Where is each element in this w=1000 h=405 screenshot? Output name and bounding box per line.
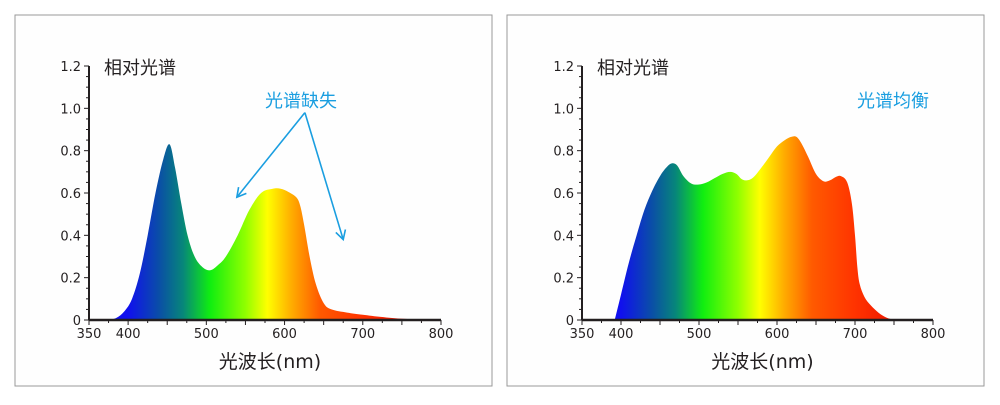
x-tick-label: 700 (350, 327, 375, 342)
y-tick-label: 0.6 (553, 187, 574, 202)
spectrum-area (614, 136, 894, 320)
x-tick-label: 600 (765, 327, 790, 342)
y-tick-label: 0 (73, 314, 81, 329)
x-tick-label: 600 (272, 327, 297, 342)
y-tick-label: 0.8 (60, 145, 81, 160)
y-tick-label: 0.6 (60, 187, 81, 202)
annotation-arrow (235, 112, 306, 199)
x-tick-label: 400 (116, 327, 141, 342)
x-axis-title: 光波长(nm) (711, 351, 813, 373)
y-tick-label: 0.2 (60, 272, 81, 287)
y-tick-label: 1.0 (553, 102, 574, 117)
chart-panel-2: 0 0.2 0.4 0.6 0.8 1.0 1.2 350 400 500 600 700 800 光波长… (506, 14, 985, 387)
spectrum-area (108, 144, 434, 320)
x-tick-label: 350 (77, 327, 102, 342)
panel-border (14, 14, 493, 387)
x-tick-label: 500 (194, 327, 219, 342)
y-tick-label: 0.2 (553, 272, 574, 287)
chart-title: 相对光谱 (104, 58, 176, 79)
y-tick-label: 0.4 (553, 229, 574, 244)
x-tick-label: 400 (609, 327, 634, 342)
x-axis-title: 光波长(nm) (219, 351, 321, 373)
x-tick-label: 500 (687, 327, 712, 342)
x-tick-label: 800 (429, 327, 454, 342)
y-tick-label: 1.2 (553, 60, 574, 75)
annotation-label: 光谱缺失 (265, 91, 337, 112)
annotation-arrow (304, 112, 347, 242)
chart-title: 相对光谱 (597, 58, 669, 79)
x-tick-label: 700 (843, 327, 868, 342)
y-tick-label: 1.0 (60, 102, 81, 117)
y-tick-label: 0.8 (553, 145, 574, 160)
annotation-label: 光谱均衡 (857, 91, 929, 112)
y-tick-label: 0.4 (60, 229, 81, 244)
chart-panel-1: 0 0.2 0.4 0.6 0.8 1.0 1.2 350 400 500 600 700 800 光波长… (14, 14, 493, 387)
y-tick-label: 1.2 (60, 60, 81, 75)
x-tick-label: 350 (570, 327, 595, 342)
x-tick-label: 800 (921, 327, 946, 342)
y-tick-label: 0 (566, 314, 574, 329)
